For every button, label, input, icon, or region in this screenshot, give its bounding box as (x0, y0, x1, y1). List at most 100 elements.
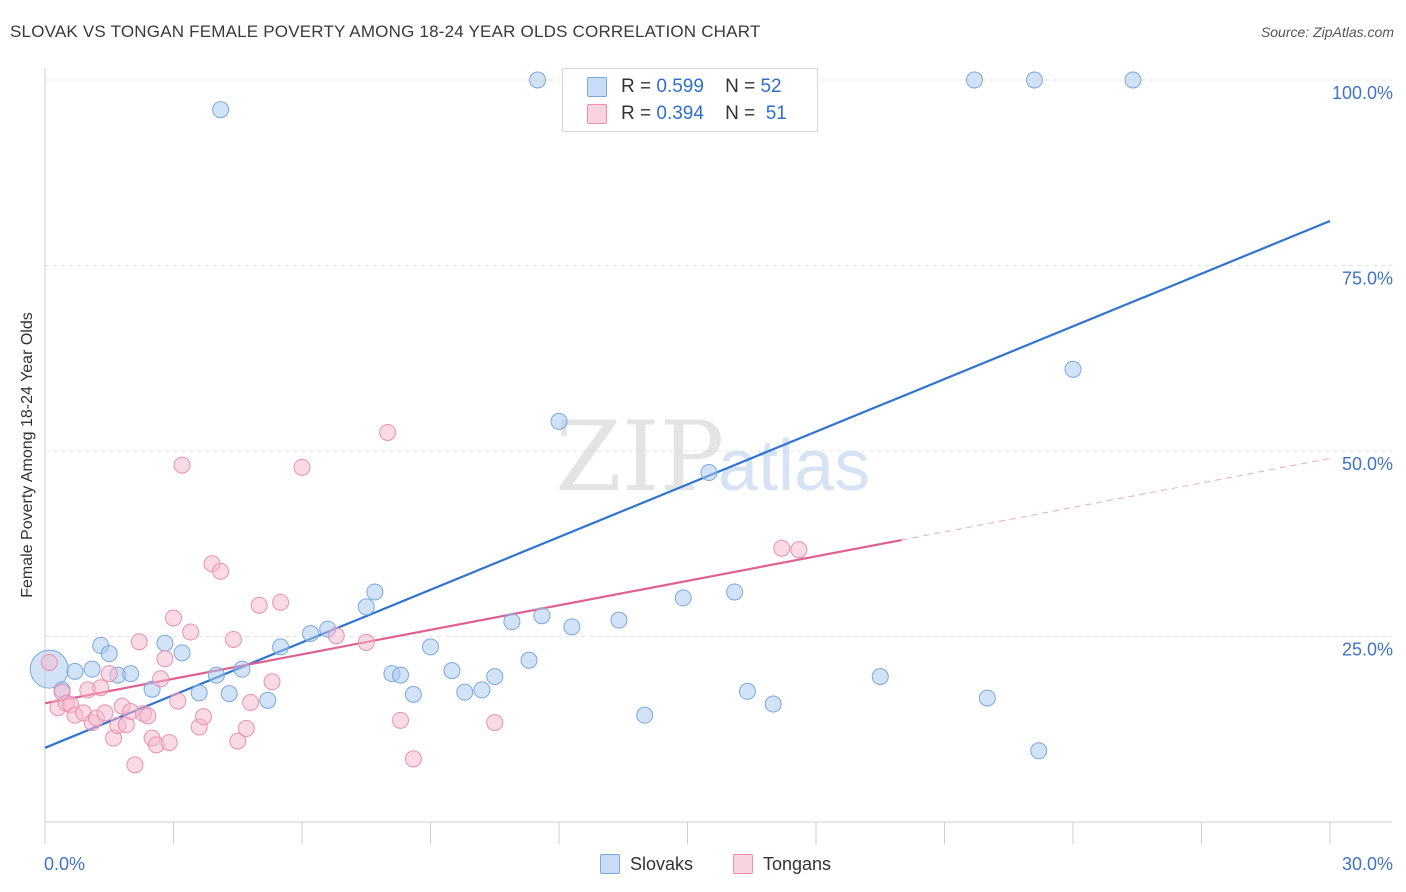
y-axis-label: Female Poverty Among 18-24 Year Olds (19, 312, 36, 598)
point-tongans (130, 633, 148, 651)
point-slovaks (100, 645, 118, 663)
bottom-legend-swatch-tongans (733, 854, 753, 874)
point-tongans (173, 456, 191, 474)
point-tongans (224, 630, 242, 648)
point-slovaks (1124, 71, 1142, 89)
point-slovaks (212, 101, 230, 119)
y-tick-label: 25.0% (1342, 640, 1393, 660)
legend-swatch-tongans (587, 104, 607, 124)
legend-row-tongans: R = 0.394 N = 51 (587, 102, 787, 126)
point-tongans (96, 704, 114, 722)
point-slovaks (272, 638, 290, 656)
bottom-legend-tongans: Tongans (733, 852, 831, 876)
point-slovaks (610, 611, 628, 629)
legend-r-label: R = (621, 103, 652, 124)
chart-source: Source: ZipAtlas.com (1260, 24, 1394, 40)
point-tongans (404, 750, 422, 768)
point-slovaks (422, 638, 439, 656)
point-slovaks (392, 666, 410, 684)
point-slovaks (871, 668, 889, 686)
point-tongans (392, 711, 410, 729)
correlation-legend: R = 0.599 N = 52 R = 0.394 N = 51 (562, 68, 818, 132)
x-tick-labels: 0.0% 30.0% (44, 854, 1393, 874)
point-slovaks (550, 412, 568, 430)
point-slovaks (207, 666, 225, 684)
point-slovaks (503, 613, 521, 631)
point-slovaks (443, 662, 461, 680)
legend-r-value: 0.394 (656, 103, 704, 124)
point-tongans (152, 670, 170, 688)
point-slovaks (156, 634, 174, 652)
y-tick-label: 50.0% (1342, 454, 1393, 474)
data-points (29, 71, 1142, 774)
point-tongans (263, 673, 281, 691)
watermark-zip: ZIP (555, 401, 724, 513)
bottom-legend-label-tongans: Tongans (763, 853, 832, 874)
point-slovaks (1064, 360, 1082, 378)
point-slovaks (486, 668, 504, 686)
point-tongans (182, 623, 200, 641)
bottom-legend-slovaks: Slovaks (600, 852, 693, 876)
legend-swatch-slovaks (587, 77, 607, 97)
point-tongans (139, 707, 157, 725)
point-tongans (790, 541, 808, 559)
y-tick-label: 100.0% (1332, 83, 1393, 103)
point-slovaks (83, 660, 101, 678)
point-slovaks (366, 583, 384, 601)
point-tongans (486, 714, 504, 732)
point-tongans (92, 679, 110, 697)
point-tongans (100, 665, 118, 683)
x-tick-label: 30.0% (1342, 854, 1393, 874)
point-slovaks (738, 682, 756, 700)
point-tongans (237, 720, 255, 738)
gridlines (45, 79, 1392, 637)
point-slovaks (520, 651, 538, 669)
y-tick-labels: 25.0% 50.0% 75.0% 100.0% (1332, 83, 1393, 660)
point-slovaks (259, 691, 277, 709)
trend-line-ext-tongans (901, 457, 1331, 541)
legend-r-label: R = (621, 76, 652, 97)
point-slovaks (173, 644, 191, 662)
point-tongans (229, 732, 247, 750)
point-tongans (357, 633, 375, 651)
point-slovaks (1030, 742, 1048, 760)
point-slovaks (122, 665, 140, 683)
bottom-legend-swatch-slovaks (600, 854, 620, 874)
point-slovaks (473, 681, 491, 699)
trend-line-tongans (44, 538, 902, 705)
point-slovaks (456, 683, 474, 701)
point-tongans (126, 756, 144, 774)
point-slovaks (965, 71, 983, 89)
point-tongans (194, 708, 212, 726)
point-slovaks (357, 598, 375, 616)
point-slovaks (674, 589, 692, 607)
point-tongans (327, 627, 345, 645)
legend-n-value: 52 (760, 76, 782, 97)
legend-r-value: 0.599 (656, 76, 704, 97)
x-tick-label: 0.0% (44, 854, 85, 874)
point-slovaks (190, 684, 208, 702)
chart-title: SLOVAK VS TONGAN FEMALE POVERTY AMONG 18… (10, 22, 761, 41)
point-slovaks (302, 625, 320, 643)
point-slovaks (636, 706, 654, 724)
point-tongans (293, 458, 311, 476)
point-tongans (250, 596, 268, 614)
point-slovaks (978, 689, 996, 707)
point-tongans (379, 423, 397, 441)
point-slovaks (220, 685, 238, 703)
point-tongans (40, 653, 58, 671)
point-tongans (165, 609, 182, 627)
trend-lines (44, 219, 1331, 749)
point-slovaks (233, 660, 251, 678)
point-tongans (169, 692, 187, 710)
point-tongans (212, 562, 230, 580)
legend-n-label: N = (725, 76, 756, 97)
y-tick-label: 75.0% (1342, 269, 1393, 289)
point-tongans (156, 650, 174, 668)
point-slovaks (533, 607, 551, 625)
point-tongans (773, 539, 791, 557)
point-slovaks (1025, 71, 1043, 89)
watermark: ZIP atlas (555, 401, 870, 513)
point-slovaks (764, 695, 782, 713)
